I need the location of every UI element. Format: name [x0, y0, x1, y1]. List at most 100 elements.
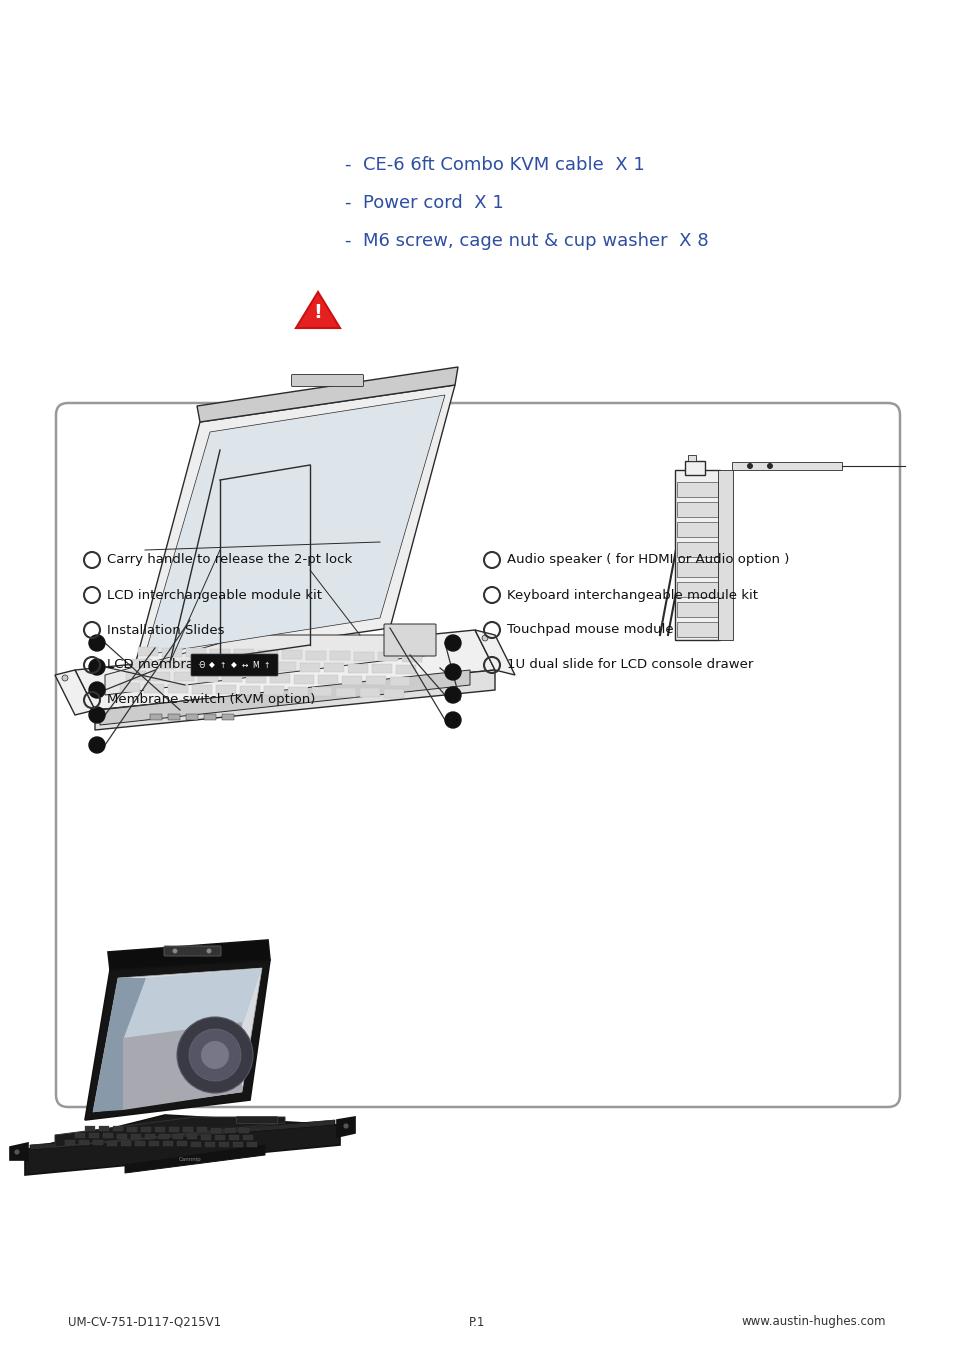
FancyBboxPatch shape: [56, 404, 899, 1107]
Polygon shape: [475, 630, 515, 675]
Bar: [228, 662, 248, 670]
Bar: [145, 1134, 154, 1139]
Circle shape: [89, 737, 105, 753]
Bar: [675, 470, 720, 640]
Bar: [240, 686, 260, 694]
Circle shape: [343, 1123, 349, 1129]
Bar: [198, 672, 218, 682]
Bar: [288, 687, 308, 695]
Polygon shape: [145, 396, 444, 655]
Bar: [372, 664, 392, 674]
Bar: [156, 660, 175, 668]
Bar: [186, 714, 198, 720]
Circle shape: [444, 711, 460, 728]
FancyBboxPatch shape: [164, 946, 221, 956]
Bar: [150, 671, 170, 680]
Bar: [677, 482, 718, 497]
Bar: [127, 1126, 137, 1131]
FancyBboxPatch shape: [384, 624, 436, 656]
Circle shape: [189, 1029, 241, 1081]
Bar: [233, 1142, 243, 1148]
Polygon shape: [95, 670, 495, 730]
Bar: [348, 663, 368, 672]
Bar: [294, 675, 314, 683]
Bar: [172, 1134, 183, 1139]
Bar: [103, 1134, 112, 1138]
Bar: [306, 651, 326, 660]
Bar: [222, 674, 242, 682]
Bar: [149, 1141, 159, 1146]
Bar: [168, 684, 188, 693]
Bar: [107, 1141, 117, 1146]
Polygon shape: [92, 977, 146, 1112]
Polygon shape: [336, 1116, 355, 1137]
Text: Installation Slides: Installation Slides: [107, 624, 224, 636]
Polygon shape: [135, 385, 455, 666]
Circle shape: [177, 1017, 253, 1094]
Bar: [168, 714, 180, 720]
Bar: [359, 688, 379, 697]
Bar: [196, 1127, 207, 1133]
Text: 1U dual slide for LCD console drawer: 1U dual slide for LCD console drawer: [506, 659, 753, 671]
Bar: [401, 652, 421, 662]
Bar: [150, 714, 162, 720]
Polygon shape: [100, 670, 470, 725]
Bar: [75, 1133, 85, 1138]
Circle shape: [201, 1041, 229, 1069]
Polygon shape: [196, 367, 457, 423]
Bar: [117, 1134, 127, 1138]
Bar: [112, 1126, 123, 1131]
Bar: [677, 602, 718, 617]
Text: ◆: ◆: [231, 660, 236, 670]
Bar: [366, 676, 386, 684]
Circle shape: [444, 687, 460, 703]
Text: ·Θ: ·Θ: [196, 660, 205, 670]
Bar: [239, 1129, 249, 1133]
Bar: [135, 1141, 145, 1146]
Text: ◆: ◆: [209, 660, 214, 670]
Bar: [180, 660, 200, 670]
Bar: [173, 672, 193, 680]
Bar: [211, 1127, 221, 1133]
Polygon shape: [75, 630, 495, 710]
Bar: [354, 652, 374, 660]
Bar: [299, 663, 319, 671]
Bar: [264, 686, 284, 695]
Bar: [141, 1127, 151, 1131]
Text: ↑: ↑: [264, 660, 270, 670]
Bar: [341, 675, 361, 684]
Bar: [718, 470, 732, 640]
Bar: [731, 462, 841, 470]
Circle shape: [444, 664, 460, 680]
FancyBboxPatch shape: [191, 653, 277, 676]
Polygon shape: [10, 1143, 28, 1160]
Bar: [159, 1134, 169, 1139]
Bar: [330, 651, 350, 660]
Bar: [684, 460, 704, 475]
Bar: [131, 1134, 141, 1138]
Polygon shape: [125, 1145, 265, 1173]
Polygon shape: [55, 670, 95, 716]
Bar: [225, 1127, 234, 1133]
Bar: [192, 684, 212, 694]
Text: Touchpad mouse module: Touchpad mouse module: [506, 624, 673, 636]
Bar: [395, 664, 416, 674]
Bar: [222, 714, 233, 720]
Text: !: !: [314, 304, 322, 323]
Bar: [204, 714, 215, 720]
Bar: [65, 1139, 75, 1145]
Bar: [163, 1141, 172, 1146]
Bar: [243, 1135, 253, 1141]
Bar: [229, 1135, 239, 1139]
Bar: [335, 687, 355, 697]
Text: -  CE-6 6ft Combo KVM cable  X 1: - CE-6 6ft Combo KVM cable X 1: [345, 157, 644, 174]
Bar: [246, 674, 266, 683]
Bar: [154, 1127, 165, 1131]
Polygon shape: [25, 1115, 339, 1174]
Bar: [282, 649, 302, 659]
Circle shape: [172, 949, 177, 953]
Bar: [186, 648, 206, 657]
Bar: [201, 1134, 211, 1139]
FancyBboxPatch shape: [236, 1116, 277, 1123]
Polygon shape: [295, 292, 339, 328]
